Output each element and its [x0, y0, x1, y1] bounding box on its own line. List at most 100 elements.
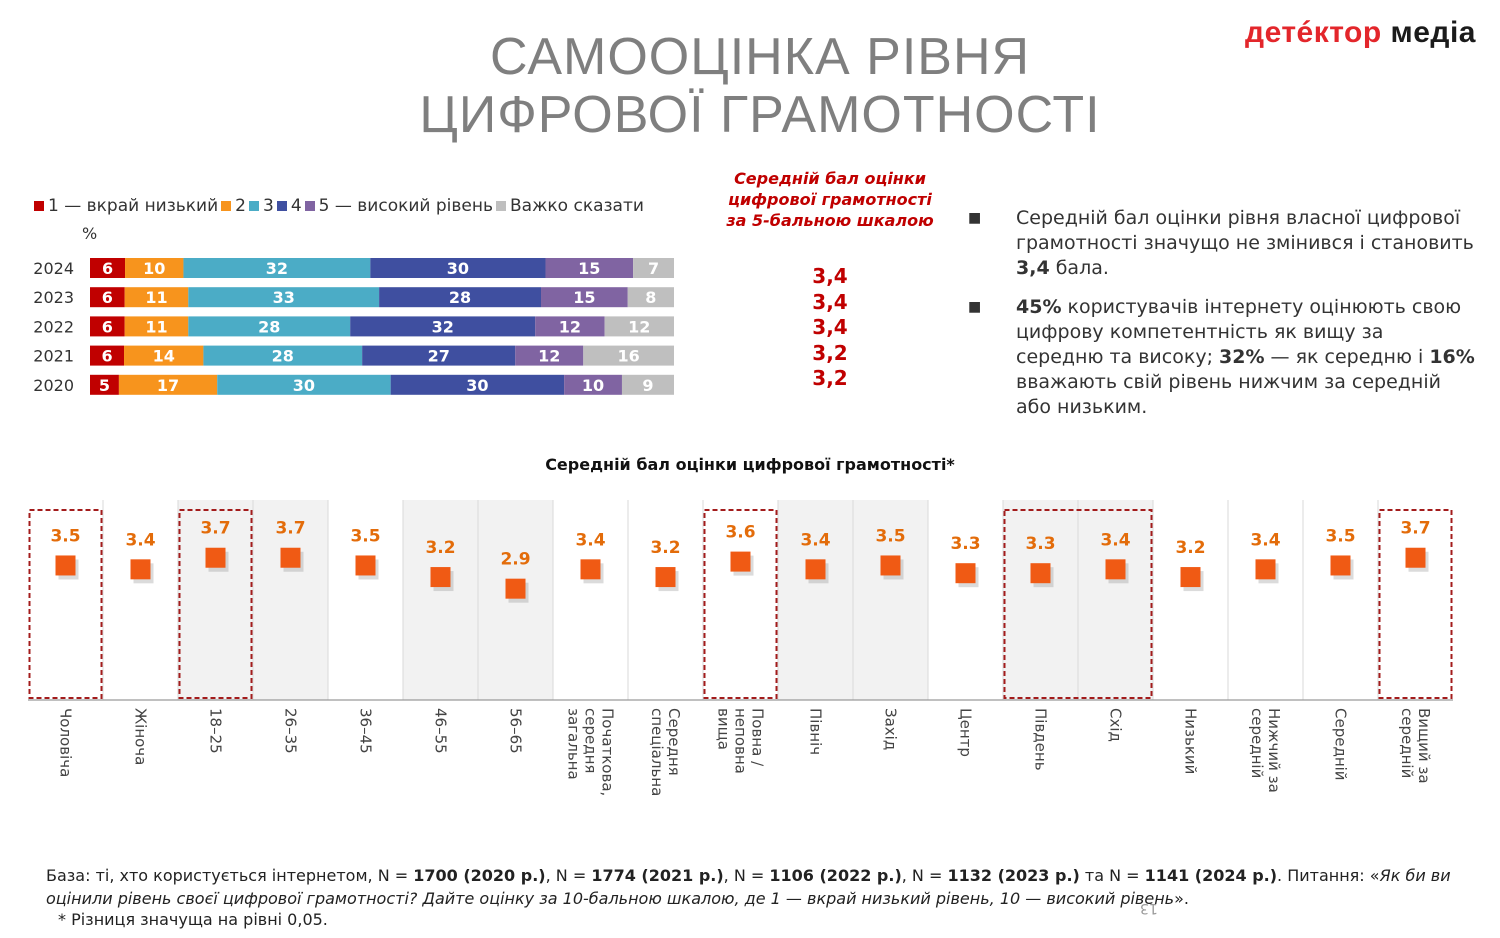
logo: детéктор медіа [1245, 16, 1476, 50]
mean-score-value: 3,4 [812, 264, 848, 288]
footer-text-1: База: ті, хто користується інтернетом, N… [46, 866, 414, 885]
year-label: 2021 [33, 347, 74, 366]
legend-label: 3 [263, 196, 274, 216]
finding-1-tail: бала. [1049, 257, 1109, 279]
data-point-marker [130, 559, 151, 580]
legend-label: 4 [290, 196, 302, 216]
column-shade [178, 500, 253, 700]
legend-label: 1 — вкрай низький [48, 196, 219, 216]
footer-text-2: . Питання: « [1277, 866, 1380, 885]
mean-score-value: 3,4 [812, 315, 848, 339]
category-label-line: середня [582, 708, 600, 773]
legend-swatch [304, 201, 315, 211]
category-label: 56–65 [507, 708, 525, 754]
significance-highlight [28, 509, 103, 699]
category-label: 26–35 [282, 708, 300, 754]
segment-label: 11 [145, 317, 167, 336]
mean-score-header: Середній бал оцінки цифрової грамотності… [700, 168, 960, 231]
stacked-bar-segment [90, 287, 125, 308]
legend-swatch [249, 201, 259, 211]
category-label: 18–25 [207, 708, 225, 754]
category-label-line: Вищий за [1415, 708, 1433, 784]
stacked-bar-segment [535, 316, 605, 337]
data-point-marker [805, 559, 826, 580]
finding-2-bold-1: 45% [1016, 296, 1062, 318]
segment-label: 30 [447, 259, 469, 278]
segment-label: 12 [628, 317, 650, 336]
segment-label: 7 [648, 259, 659, 278]
finding-1-text: Середній бал оцінки рівня власної цифров… [1016, 207, 1474, 254]
stacked-bar-segment [90, 345, 125, 366]
data-point-marker [505, 578, 526, 599]
bullet-icon: ■ [968, 210, 982, 226]
category-label-line: Центр [957, 708, 975, 757]
data-point-marker [205, 547, 226, 568]
data-point-marker [430, 567, 451, 588]
data-point-label: 3.5 [875, 526, 905, 546]
footer-question: Як би ви оцінили рівень своєї цифрової г… [46, 866, 1451, 908]
stacked-bar-segment [90, 258, 126, 278]
finding-2-bold-3: 16% [1429, 346, 1475, 368]
title-line-1: САМООЦІНКА РІВНЯ [489, 28, 1031, 86]
data-point-label: 3.7 [200, 519, 230, 539]
footer-sep-1: , N = [545, 866, 592, 885]
finding-1: ■ Середній бал оцінки рівня власної цифр… [966, 206, 1476, 281]
category-label-line: Чоловіча [57, 708, 75, 777]
mean-score-value: 3,4 [812, 289, 848, 314]
data-point-marker [1030, 563, 1051, 584]
data-point-marker [280, 547, 301, 568]
significance-highlight [1378, 509, 1453, 699]
category-label: Низький [1182, 708, 1200, 774]
mean-score-list: 3,4 3,4 3,4 3,2 3,2 [800, 264, 860, 392]
category-label-line: 46–55 [432, 708, 450, 754]
data-point-label: 3.4 [800, 530, 830, 550]
data-point-marker [880, 555, 901, 576]
stacked-bar-segment [124, 287, 189, 308]
segment-label: 9 [642, 376, 653, 395]
segment-label: 28 [258, 317, 280, 336]
mean-header-line-2: цифрової грамотності [728, 190, 932, 209]
category-label-line: Захід [882, 708, 900, 750]
legend-swatch [221, 201, 232, 211]
segment-label: 15 [573, 288, 595, 307]
data-point-marker [355, 555, 376, 576]
segment-label: 17 [157, 376, 179, 395]
segment-label: 12 [538, 347, 560, 366]
stacked-bar-segment [370, 258, 546, 278]
segment-label: 32 [432, 317, 454, 336]
data-point-marker [1180, 567, 1201, 588]
legend-item: 3 [249, 196, 274, 216]
segment-label: 6 [102, 288, 113, 307]
segment-label: 10 [582, 376, 604, 395]
footer-n-2020: 1700 (2020 р.) [413, 866, 546, 885]
data-point-label: 3.2 [650, 538, 680, 558]
segment-label: 28 [272, 347, 294, 366]
data-point-label: 3.4 [1250, 530, 1280, 550]
legend-item: 1 — вкрай низький [34, 196, 218, 216]
column-shade [478, 500, 553, 700]
stacked-bar-segment [118, 374, 218, 395]
significance-highlight [178, 509, 253, 699]
bullet-icon: ■ [968, 299, 982, 315]
percent-label: % [82, 224, 98, 243]
footer-sep-2: , N = [723, 866, 770, 885]
column-shade [1003, 500, 1078, 700]
category-label-line: Північ [807, 708, 825, 755]
data-point-label: 3.5 [350, 526, 380, 546]
footer-sep-4: та N = [1079, 866, 1145, 885]
stacked-bar-segment [621, 374, 674, 395]
category-label-line: Низький [1182, 708, 1200, 774]
category-label-line: 26–35 [282, 708, 300, 754]
stacked-bar-segment [217, 374, 391, 395]
category-label: Жіноча [132, 708, 150, 765]
data-point-label: 3.4 [575, 530, 605, 550]
footer-n-2024: 1141 (2024 р.) [1144, 866, 1278, 885]
segment-label: 16 [618, 347, 640, 366]
data-point-label: 3.3 [1025, 534, 1055, 554]
year-label: 2020 [33, 376, 74, 395]
data-point-marker [1405, 547, 1426, 568]
category-label-line: Початкова, [599, 708, 617, 796]
footer-n-2021: 1774 (2021 р.) [591, 866, 724, 885]
